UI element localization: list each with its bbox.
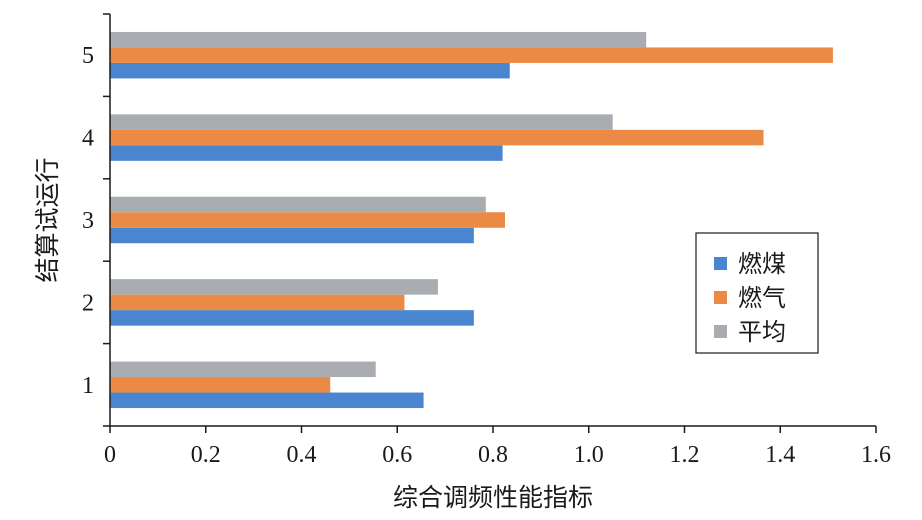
x-axis-title: 综合调频性能指标 [393, 483, 593, 512]
x-tick-label: 0.6 [382, 442, 412, 468]
bar-4-平均 [110, 114, 613, 130]
bar-3-燃气 [110, 212, 505, 228]
y-tick-label-2: 2 [82, 290, 94, 316]
y-ticks: 1 2 3 4 5 [82, 13, 110, 427]
x-tick-label: 0.2 [191, 442, 221, 468]
bar-2-燃煤 [110, 310, 474, 326]
bar-3-燃煤 [110, 227, 474, 244]
legend-swatch-燃煤 [714, 257, 727, 270]
bar-1-燃气 [110, 377, 331, 393]
y-tick-label-4: 4 [82, 126, 94, 152]
x-tick-label: 0 [104, 442, 116, 468]
bar-1-平均 [110, 361, 376, 378]
bar-5-燃气 [110, 47, 833, 63]
legend-label-燃气: 燃气 [738, 284, 786, 312]
legend-swatch-平均 [714, 325, 727, 338]
bar-4-燃气 [110, 129, 764, 146]
bars-group [110, 31, 833, 409]
x-tick-label: 1.6 [861, 442, 891, 468]
x-tick-label: 0.4 [287, 442, 317, 468]
x-tick-label: 1.0 [574, 442, 604, 468]
y-axis-title: 结算试运行 [33, 157, 62, 282]
bar-3-平均 [110, 196, 486, 213]
legend-swatch-燃气 [714, 291, 727, 304]
y-tick-label-3: 3 [82, 208, 94, 234]
bar-2-平均 [110, 279, 438, 295]
legend-label-燃煤: 燃煤 [738, 250, 786, 278]
y-tick-label-1: 1 [82, 373, 94, 399]
bar-4-燃煤 [110, 145, 503, 161]
x-ticks: 0 0.2 0.4 0.6 0.8 1.0 1.2 1.4 1.6 [104, 426, 891, 468]
x-tick-label: 1.2 [670, 442, 700, 468]
x-tick-label: 1.4 [765, 442, 795, 468]
y-tick-label-5: 5 [82, 43, 94, 69]
bar-5-平均 [110, 31, 647, 48]
bar-1-燃煤 [110, 392, 424, 409]
x-tick-label: 0.8 [478, 442, 508, 468]
bar-5-燃煤 [110, 62, 510, 79]
legend-label-平均: 平均 [738, 318, 786, 346]
bar-2-燃气 [110, 294, 405, 311]
